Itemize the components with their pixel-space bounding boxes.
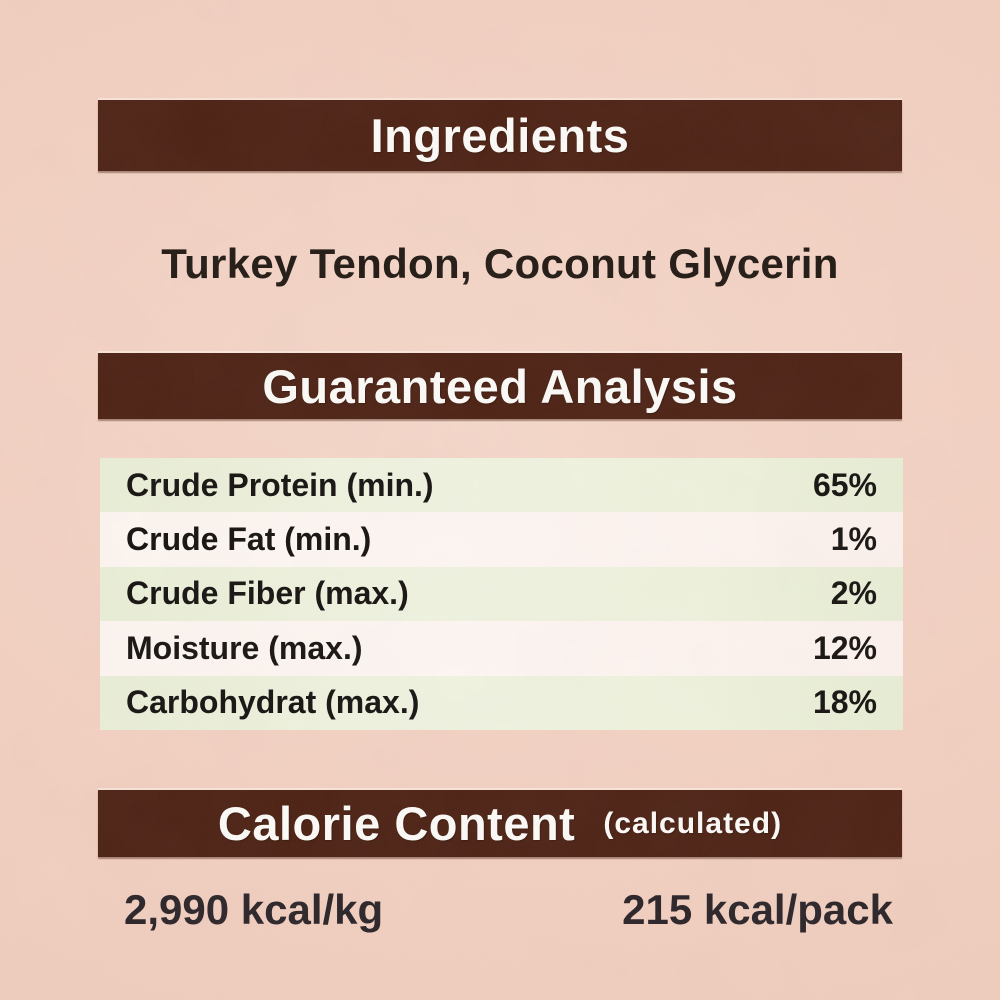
table-row-carbohydrate: Carbohydrat (max.) 18%: [100, 675, 903, 730]
nutrient-value: 2%: [830, 575, 877, 612]
nutrient-value: 1%: [830, 521, 877, 558]
table-row-crude-fat: Crude Fat (min.) 1%: [100, 512, 903, 567]
nutrient-label: Crude Protein (min.): [126, 466, 434, 503]
table-row-crude-fiber: Crude Fiber (max.) 2%: [100, 566, 903, 622]
kcal-per-pack-value: 215 kcal/pack: [622, 886, 893, 933]
ingredients-list: Turkey Tendon, Coconut Glycerin: [161, 240, 839, 287]
calorie-content-header-bar: Calorie Content (calculated): [98, 790, 902, 857]
guaranteed-analysis-header-bar: Guaranteed Analysis: [98, 353, 902, 419]
nutrient-label: Moisture (max.): [126, 629, 363, 666]
calorie-content-note: (calculated): [603, 806, 783, 840]
kcal-per-kg-value: 2,990 kcal/kg: [124, 886, 384, 933]
table-row-crude-protein: Crude Protein (min.) 65%: [100, 458, 903, 513]
table-row-moisture: Moisture (max.) 12%: [100, 621, 903, 676]
guaranteed-analysis-title: Guaranteed Analysis: [262, 359, 738, 413]
calorie-content-title: Calorie Content: [217, 797, 576, 850]
ingredients-header-bar: Ingredients: [98, 100, 902, 171]
nutrient-label: Carbohydrat (max.): [126, 684, 420, 721]
nutrient-label: Crude Fat (min.): [126, 521, 372, 558]
nutrient-label: Crude Fiber (max.): [126, 575, 409, 612]
ingredients-title: Ingredients: [370, 109, 630, 162]
nutrient-value: 12%: [812, 629, 877, 666]
nutrient-value: 18%: [812, 684, 877, 721]
nutrient-value: 65%: [812, 466, 877, 503]
guaranteed-analysis-table: Crude Protein (min.) 65% Crude Fat (min.…: [100, 458, 903, 730]
calorie-values-row: 2,990 kcal/kg 215 kcal/pack: [98, 884, 902, 936]
